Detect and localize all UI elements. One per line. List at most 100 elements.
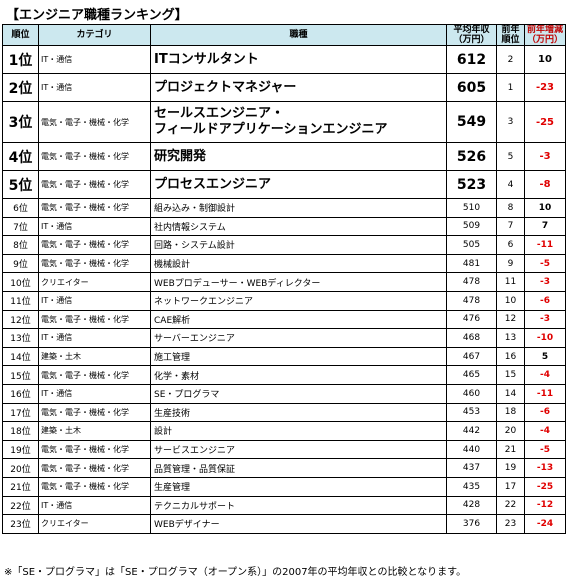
- footnote: ※「SE・プログラマ」は「SE・プログラマ（オープン系）」の2007年の平均年収…: [4, 567, 467, 578]
- change-cell: -4: [524, 421, 566, 441]
- change-cell: 10: [524, 198, 566, 218]
- table-row: 9位 電気・電子・機械・化学 機械設計 481 9 -5: [2, 253, 566, 274]
- category-cell: IT・通信: [38, 328, 151, 348]
- income-cell: 465: [446, 365, 497, 385]
- header-rank: 順位: [2, 24, 39, 46]
- category-cell: 電気・電子・機械・化学: [38, 253, 151, 274]
- category-cell: 電気・電子・機械・化学: [38, 101, 151, 143]
- change-cell: -24: [524, 514, 566, 534]
- income-cell: 428: [446, 495, 497, 516]
- income-cell: 478: [446, 290, 497, 311]
- prev-rank-cell: 2: [496, 45, 525, 74]
- change-cell: -11: [524, 235, 566, 255]
- prev-rank-cell: 11: [496, 272, 525, 292]
- table-row: 7位 IT・通信 社内情報システム 509 7 7: [2, 216, 566, 237]
- income-cell: 612: [446, 45, 497, 74]
- header-prev-rank: 前年 順位: [496, 24, 525, 46]
- prev-rank-cell: 21: [496, 439, 525, 460]
- category-cell: IT・通信: [38, 216, 151, 237]
- header-rank-label: 順位: [11, 30, 30, 40]
- prev-rank-cell: 22: [496, 495, 525, 516]
- prev-rank-cell: 8: [496, 198, 525, 218]
- job-cell: サービスエンジニア: [150, 439, 447, 460]
- category-cell: 電気・電子・機械・化学: [38, 458, 151, 478]
- change-cell: -23: [524, 73, 566, 102]
- category-cell: 電気・電子・機械・化学: [38, 170, 151, 199]
- income-cell: 505: [446, 235, 497, 255]
- job-cell: 研究開発: [150, 142, 447, 171]
- table-row: 13位 IT・通信 サーバーエンジニア 468 13 -10: [2, 328, 566, 348]
- category-cell: 電気・電子・機械・化学: [38, 365, 151, 385]
- header-prev-rank-label: 前年 順位: [501, 25, 520, 45]
- table-row: 12位 電気・電子・機械・化学 CAE解析 476 12 -3: [2, 309, 566, 330]
- table-row: 2位 IT・通信 プロジェクトマネジャー 605 1 -23: [2, 73, 566, 102]
- income-cell: 437: [446, 458, 497, 478]
- rank-cell: 20位: [2, 458, 39, 478]
- rank-cell: 13位: [2, 328, 39, 348]
- rank-cell: 12位: [2, 309, 39, 330]
- change-cell: -11: [524, 383, 566, 404]
- rank-cell: 15位: [2, 365, 39, 385]
- income-cell: 478: [446, 272, 497, 292]
- job-cell: プロジェクトマネジャー: [150, 73, 447, 102]
- category-cell: 電気・電子・機械・化学: [38, 309, 151, 330]
- change-cell: 5: [524, 346, 566, 367]
- rank-cell: 11位: [2, 290, 39, 311]
- table-row: 11位 IT・通信 ネットワークエンジニア 478 10 -6: [2, 290, 566, 311]
- job-cell: WEBデザイナー: [150, 514, 447, 534]
- table-header-row: 順位 カテゴリ 職種 平均年収 （万円） 前年 順位 前年増減 （万円）: [2, 24, 566, 46]
- job-cell: 設計: [150, 421, 447, 441]
- job-cell: 回路・システム設計: [150, 235, 447, 255]
- income-cell: 549: [446, 101, 497, 143]
- category-cell: 電気・電子・機械・化学: [38, 198, 151, 218]
- income-cell: 376: [446, 514, 497, 534]
- table-row: 21位 電気・電子・機械・化学 生産管理 435 17 -25: [2, 476, 566, 497]
- prev-rank-cell: 4: [496, 170, 525, 199]
- change-cell: 10: [524, 45, 566, 74]
- change-cell: -13: [524, 458, 566, 478]
- change-cell: -3: [524, 272, 566, 292]
- rank-cell: 10位: [2, 272, 39, 292]
- header-income: 平均年収 （万円）: [446, 24, 497, 46]
- category-cell: 電気・電子・機械・化学: [38, 402, 151, 423]
- income-cell: 467: [446, 346, 497, 367]
- table-row: 18位 建築・土木 設計 442 20 -4: [2, 421, 566, 441]
- table-row: 20位 電気・電子・機械・化学 品質管理・品質保証 437 19 -13: [2, 458, 566, 478]
- rank-cell: 21位: [2, 476, 39, 497]
- category-cell: IT・通信: [38, 495, 151, 516]
- rank-cell: 4位: [2, 142, 39, 171]
- job-cell: CAE解析: [150, 309, 447, 330]
- rank-cell: 14位: [2, 346, 39, 367]
- job-cell: WEBプロデューサー・WEBディレクター: [150, 272, 447, 292]
- header-change-label: 前年増減 （万円）: [526, 25, 563, 45]
- job-cell: ネットワークエンジニア: [150, 290, 447, 311]
- rank-cell: 23位: [2, 514, 39, 534]
- income-cell: 509: [446, 216, 497, 237]
- category-cell: クリエイター: [38, 272, 151, 292]
- job-cell: プロセスエンジニア: [150, 170, 447, 199]
- table-row: 8位 電気・電子・機械・化学 回路・システム設計 505 6 -11: [2, 235, 566, 255]
- category-cell: 電気・電子・機械・化学: [38, 439, 151, 460]
- income-cell: 440: [446, 439, 497, 460]
- prev-rank-cell: 20: [496, 421, 525, 441]
- rank-cell: 18位: [2, 421, 39, 441]
- job-cell: 生産管理: [150, 476, 447, 497]
- job-cell: 化学・素材: [150, 365, 447, 385]
- table-row: 10位 クリエイター WEBプロデューサー・WEBディレクター 478 11 -3: [2, 272, 566, 292]
- change-cell: -5: [524, 253, 566, 274]
- income-cell: 468: [446, 328, 497, 348]
- category-cell: IT・通信: [38, 383, 151, 404]
- job-cell: 社内情報システム: [150, 216, 447, 237]
- table-row: 22位 IT・通信 テクニカルサポート 428 22 -12: [2, 495, 566, 516]
- rank-cell: 5位: [2, 170, 39, 199]
- rank-cell: 19位: [2, 439, 39, 460]
- category-cell: IT・通信: [38, 290, 151, 311]
- prev-rank-cell: 23: [496, 514, 525, 534]
- rank-cell: 22位: [2, 495, 39, 516]
- income-cell: 460: [446, 383, 497, 404]
- prev-rank-cell: 1: [496, 73, 525, 102]
- income-cell: 442: [446, 421, 497, 441]
- change-cell: -12: [524, 495, 566, 516]
- rank-cell: 1位: [2, 45, 39, 74]
- table-row: 3位 電気・電子・機械・化学 セールスエンジニア・ フィールドアプリケーションエンジ…: [2, 101, 566, 143]
